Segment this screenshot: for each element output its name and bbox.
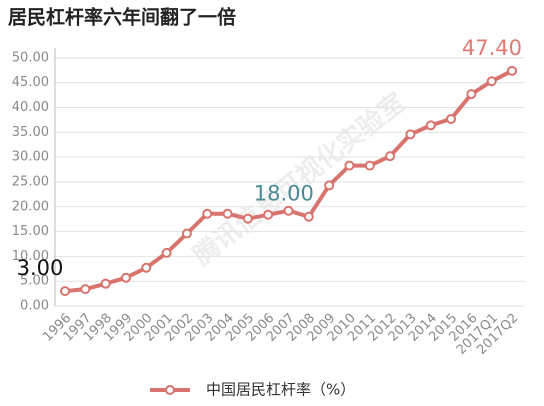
y-tick-label: 5.00: [20, 274, 49, 289]
y-tick-label: 15.00: [12, 224, 49, 239]
point: [60, 286, 70, 297]
chart-title: 居民杠杆率六年间翻了一倍: [8, 6, 236, 29]
y-tick-label: 45.00: [12, 75, 49, 90]
y-tick-label: 0.00: [20, 299, 49, 314]
point: [161, 247, 172, 258]
point: [181, 228, 192, 239]
point: [385, 151, 396, 162]
point: [425, 120, 436, 131]
point: [283, 205, 294, 216]
point: [263, 209, 274, 220]
point: [344, 160, 355, 171]
y-tick-label: 50.00: [12, 50, 49, 65]
point: [466, 89, 477, 100]
legend-label: 中国居民杠杆率（%）: [206, 381, 355, 399]
point: [120, 272, 131, 283]
y-tick-label: 40.00: [12, 100, 49, 115]
point: [242, 213, 253, 224]
point: [364, 160, 375, 171]
value-label: 47.40: [462, 36, 522, 60]
y-tick-label: 20.00: [12, 199, 49, 214]
value-label: 3.00: [17, 256, 64, 280]
y-tick-label: 10.00: [12, 249, 49, 264]
point: [303, 211, 314, 222]
point: [507, 65, 517, 76]
point: [324, 180, 335, 191]
point: [80, 284, 91, 295]
point: [222, 208, 233, 219]
value-label: 18.00: [254, 182, 314, 206]
watermark: 腾讯信息可视化实验室: [187, 87, 411, 272]
point: [446, 113, 457, 124]
point: [405, 129, 416, 140]
point: [486, 76, 497, 87]
y-tick-label: 25.00: [12, 174, 49, 189]
legend-marker: [165, 385, 175, 395]
y-tick-label: 30.00: [12, 150, 49, 165]
point: [141, 262, 152, 273]
y-tick-label: 35.00: [12, 125, 49, 140]
point: [100, 278, 111, 289]
point: [202, 208, 213, 219]
